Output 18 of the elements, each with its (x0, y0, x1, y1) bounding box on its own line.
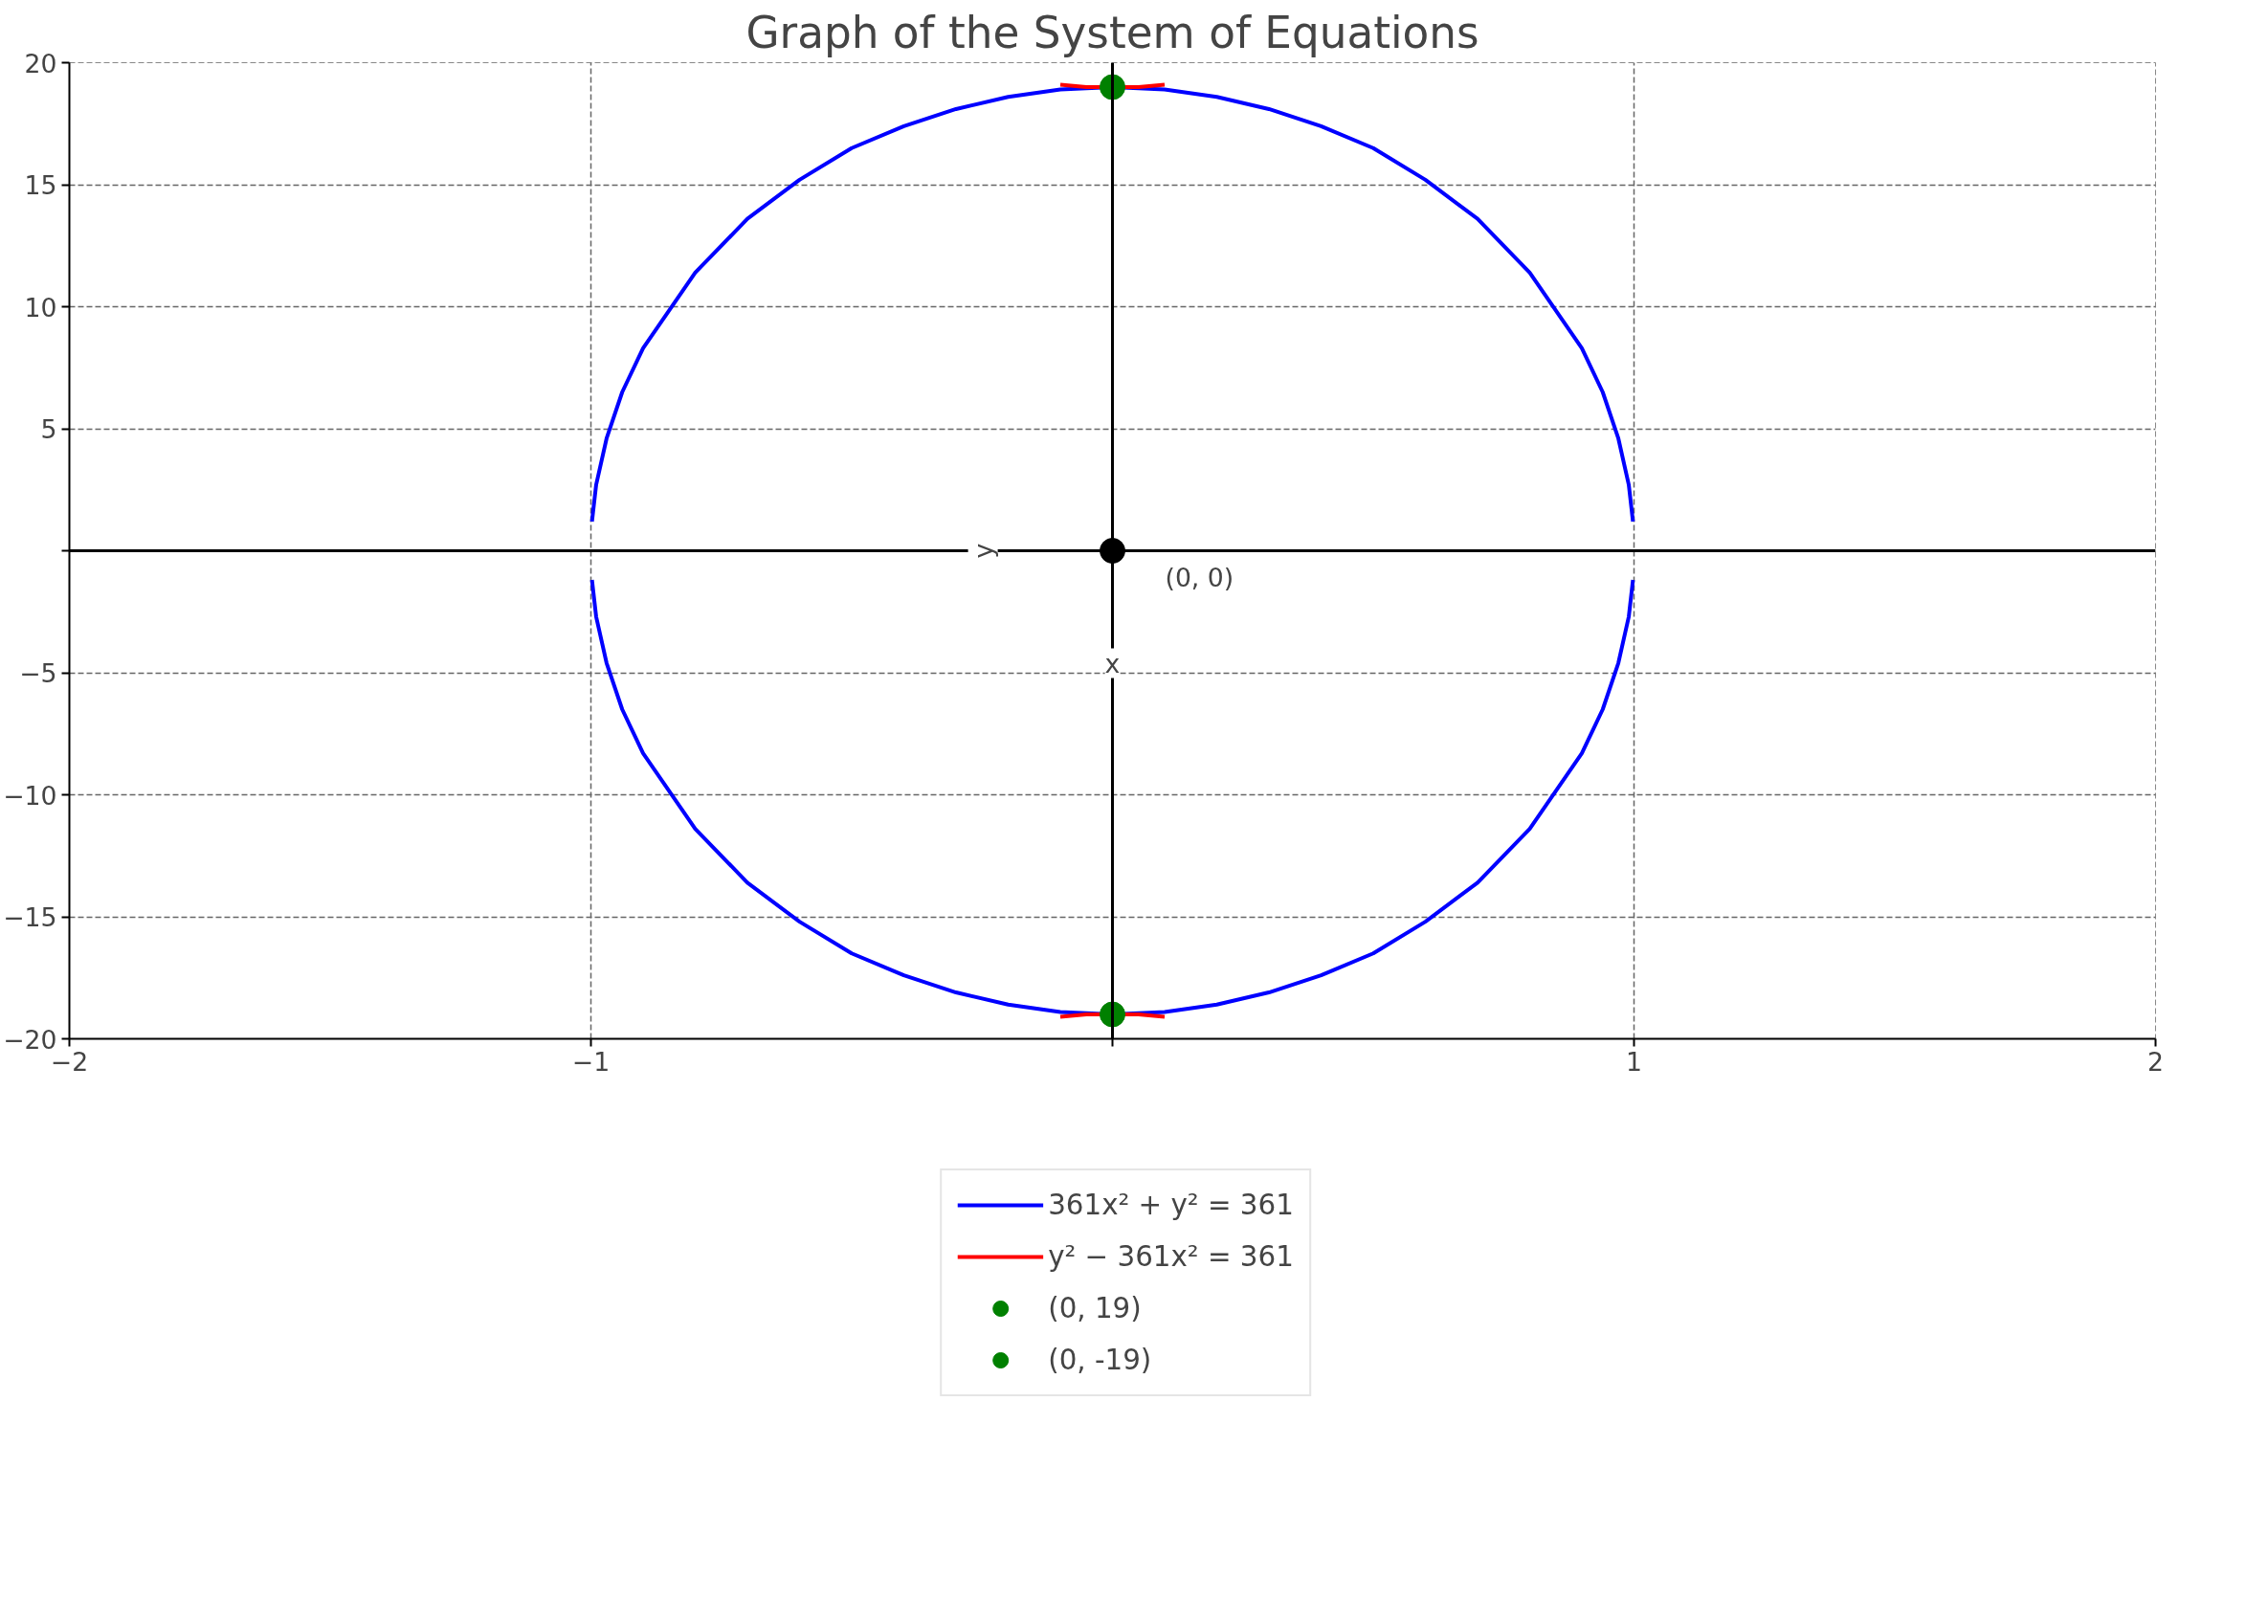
x-tick-label: 2 (2147, 1046, 2164, 1077)
y-tick-label: 20 (24, 48, 57, 78)
y-tick-label: −5 (19, 658, 57, 688)
y-tick-label: 10 (24, 292, 57, 323)
chart-title: Graph of the System of Equations (745, 7, 1479, 58)
y-tick-label: 15 (24, 170, 57, 200)
legend-label: y² − 361x² = 361 (1048, 1240, 1294, 1273)
x-tick-label: −1 (571, 1046, 611, 1077)
x-tick-label: 1 (1626, 1046, 1642, 1077)
y-tick-label: 5 (40, 414, 57, 444)
annotation: (0, 0) (1165, 562, 1234, 592)
x-axis-title: x (1104, 648, 1121, 679)
legend-label: 361x² + y² = 361 (1048, 1189, 1294, 1221)
legend-label: (0, 19) (1048, 1292, 1142, 1324)
y-tick-label: −10 (3, 780, 57, 811)
y-tick-label: −15 (3, 902, 57, 932)
y-axis-title: y (967, 543, 998, 559)
legend-label: (0, -19) (1048, 1344, 1152, 1376)
